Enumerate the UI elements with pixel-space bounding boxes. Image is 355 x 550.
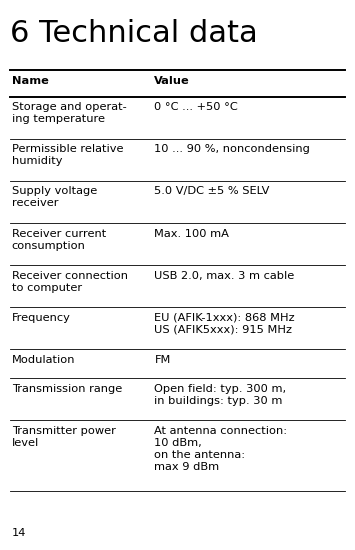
Text: Supply voltage
receiver: Supply voltage receiver — [12, 186, 97, 208]
Text: Permissible relative
humidity: Permissible relative humidity — [12, 145, 123, 167]
Text: 5.0 V/DC ±5 % SELV: 5.0 V/DC ±5 % SELV — [154, 186, 270, 196]
Text: FM: FM — [154, 355, 171, 365]
Text: Receiver current
consumption: Receiver current consumption — [12, 229, 106, 251]
Text: Modulation: Modulation — [12, 355, 75, 365]
Text: 0 °C ... +50 °C: 0 °C ... +50 °C — [154, 102, 238, 112]
Text: At antenna connection:
10 dBm,
on the antenna:
max 9 dBm: At antenna connection: 10 dBm, on the an… — [154, 426, 288, 472]
Text: Name: Name — [12, 76, 49, 86]
Text: Transmission range: Transmission range — [12, 384, 122, 394]
Text: 10 ... 90 %, noncondensing: 10 ... 90 %, noncondensing — [154, 145, 310, 155]
Text: Storage and operat-
ing temperature: Storage and operat- ing temperature — [12, 102, 126, 124]
Text: Frequency: Frequency — [12, 313, 71, 323]
Text: 14: 14 — [12, 528, 26, 538]
Text: 6 Technical data: 6 Technical data — [10, 19, 258, 48]
Text: Transmitter power
level: Transmitter power level — [12, 426, 116, 448]
Text: Value: Value — [154, 76, 190, 86]
Text: Max. 100 mA: Max. 100 mA — [154, 229, 229, 239]
Text: Open field: typ. 300 m,
in buildings: typ. 30 m: Open field: typ. 300 m, in buildings: ty… — [154, 384, 286, 406]
Text: EU (AFIK-1xxx): 868 MHz
US (AFIK5xxx): 915 MHz: EU (AFIK-1xxx): 868 MHz US (AFIK5xxx): 9… — [154, 313, 295, 335]
Text: USB 2.0, max. 3 m cable: USB 2.0, max. 3 m cable — [154, 271, 295, 281]
Text: Receiver connection
to computer: Receiver connection to computer — [12, 271, 128, 293]
